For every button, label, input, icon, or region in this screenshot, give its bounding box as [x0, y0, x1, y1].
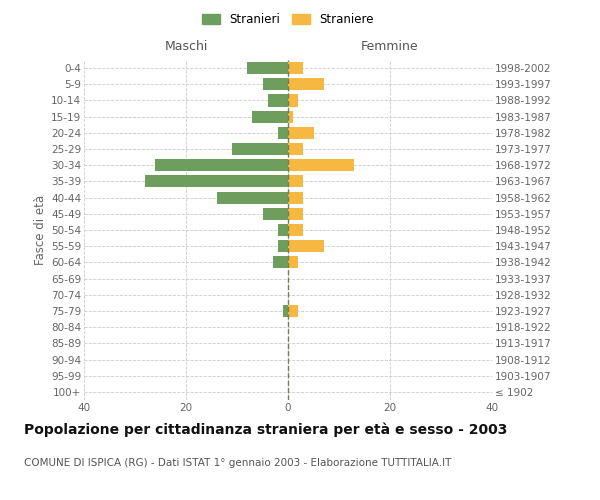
Bar	[288, 305, 298, 317]
Legend: Stranieri, Straniere: Stranieri, Straniere	[197, 8, 379, 31]
Bar	[288, 127, 314, 139]
Bar	[278, 240, 288, 252]
Bar	[145, 176, 288, 188]
Bar	[283, 305, 288, 317]
Text: Maschi: Maschi	[164, 40, 208, 52]
Bar	[278, 127, 288, 139]
Bar	[288, 143, 304, 155]
Bar	[263, 208, 288, 220]
Text: Popolazione per cittadinanza straniera per età e sesso - 2003: Popolazione per cittadinanza straniera p…	[24, 422, 508, 437]
Text: Femmine: Femmine	[361, 40, 419, 52]
Bar	[288, 240, 324, 252]
Bar	[288, 256, 298, 268]
Bar	[247, 62, 288, 74]
Bar	[288, 192, 304, 203]
Bar	[268, 94, 288, 106]
Bar	[155, 159, 288, 172]
Bar	[288, 224, 304, 236]
Bar	[253, 110, 288, 122]
Text: COMUNE DI ISPICA (RG) - Dati ISTAT 1° gennaio 2003 - Elaborazione TUTTITALIA.IT: COMUNE DI ISPICA (RG) - Dati ISTAT 1° ge…	[24, 458, 451, 468]
Bar	[288, 208, 304, 220]
Bar	[263, 78, 288, 90]
Y-axis label: Fasce di età: Fasce di età	[34, 195, 47, 265]
Bar	[278, 224, 288, 236]
Bar	[288, 176, 304, 188]
Bar	[288, 159, 355, 172]
Bar	[288, 94, 298, 106]
Bar	[288, 78, 324, 90]
Bar	[232, 143, 288, 155]
Bar	[288, 110, 293, 122]
Bar	[288, 62, 304, 74]
Bar	[217, 192, 288, 203]
Bar	[273, 256, 288, 268]
